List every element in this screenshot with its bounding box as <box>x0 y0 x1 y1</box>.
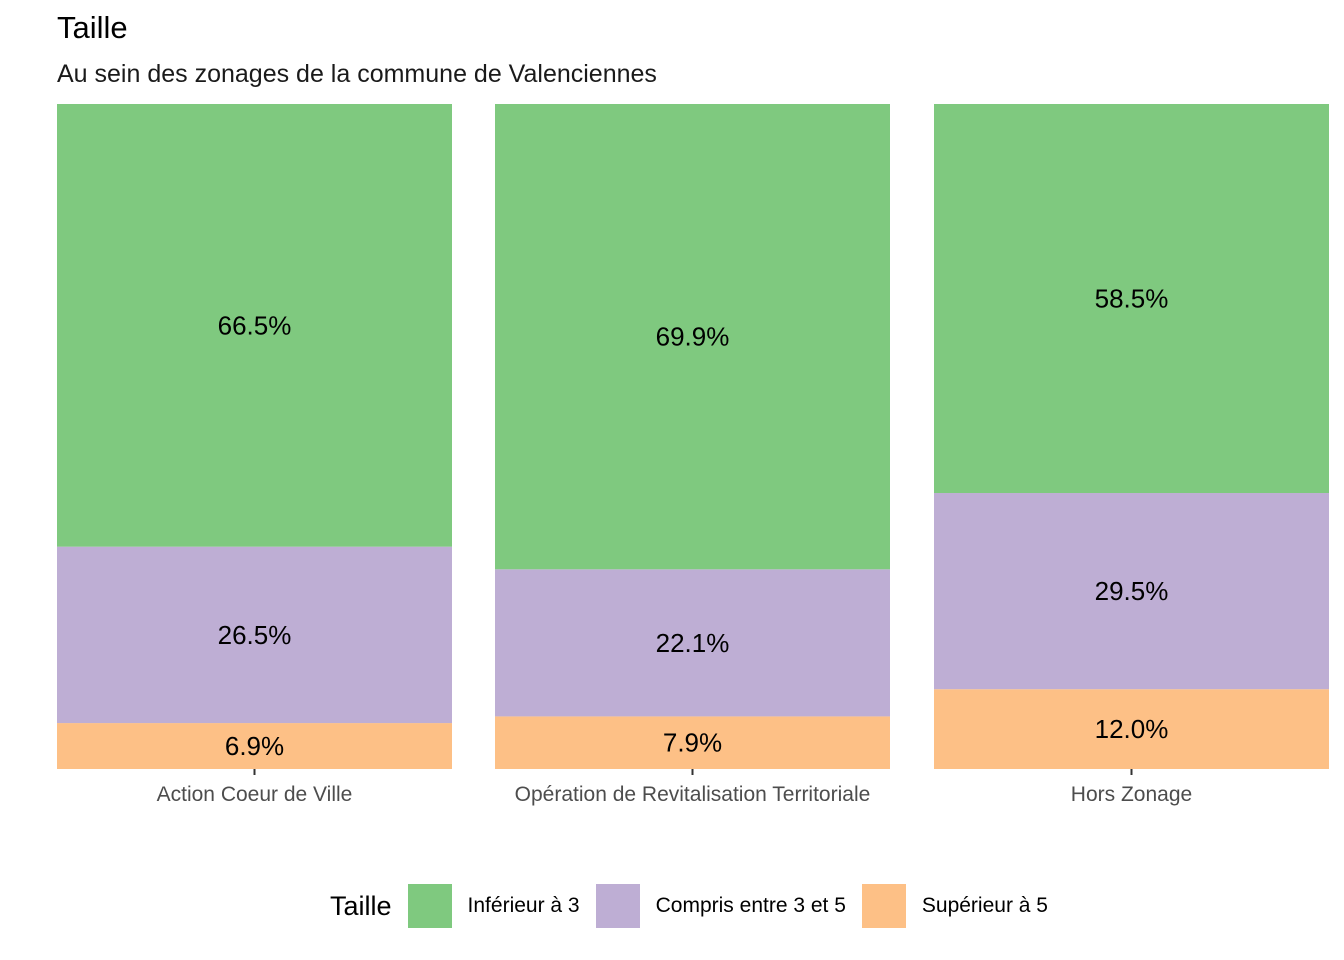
bar-value-label: 58.5% <box>1095 284 1169 314</box>
legend-title: Taille <box>330 890 392 921</box>
x-tick-label: Opération de Revitalisation Territoriale <box>515 783 871 806</box>
bar-value-label: 69.9% <box>656 322 730 352</box>
bar-value-label: 12.0% <box>1095 714 1169 744</box>
bar-segment <box>495 716 890 769</box>
legend-label: Compris entre 3 et 5 <box>655 894 846 917</box>
bar-segment <box>934 689 1329 769</box>
bar-segment <box>934 104 1329 494</box>
legend: Taille Inférieur à 3 Compris entre 3 et … <box>0 884 1344 928</box>
legend-label: Supérieur à 5 <box>921 894 1048 917</box>
legend-swatch <box>861 884 906 928</box>
chart-subtitle: Au sein des zonages de la commune de Val… <box>57 60 657 88</box>
x-tick-label: Hors Zonage <box>1071 783 1192 806</box>
bar-value-label: 6.9% <box>225 731 284 761</box>
legend-swatch <box>595 884 640 928</box>
bar-value-label: 66.5% <box>218 310 292 340</box>
legend-item-compris-3-5: Compris entre 3 et 5 <box>595 884 846 928</box>
legend-swatch <box>407 884 452 928</box>
x-tick-label: Action Coeur de Ville <box>157 783 353 806</box>
legend-item-inferieur-3: Inférieur à 3 <box>407 884 580 928</box>
bar-segment <box>495 569 890 717</box>
bar-segment <box>934 493 1329 690</box>
bar-segment <box>57 723 452 769</box>
legend-label: Inférieur à 3 <box>467 894 580 917</box>
legend-item-superieur-5: Supérieur à 5 <box>861 884 1048 928</box>
bar-value-label: 29.5% <box>1095 576 1169 606</box>
bar-value-label: 26.5% <box>218 620 292 650</box>
bar-segment <box>57 104 452 547</box>
chart-title: Taille <box>57 10 128 45</box>
bar-segment <box>495 104 890 570</box>
bar-segment <box>57 546 452 724</box>
bar-value-label: 22.1% <box>656 628 730 658</box>
bar-value-label: 7.9% <box>663 728 722 758</box>
